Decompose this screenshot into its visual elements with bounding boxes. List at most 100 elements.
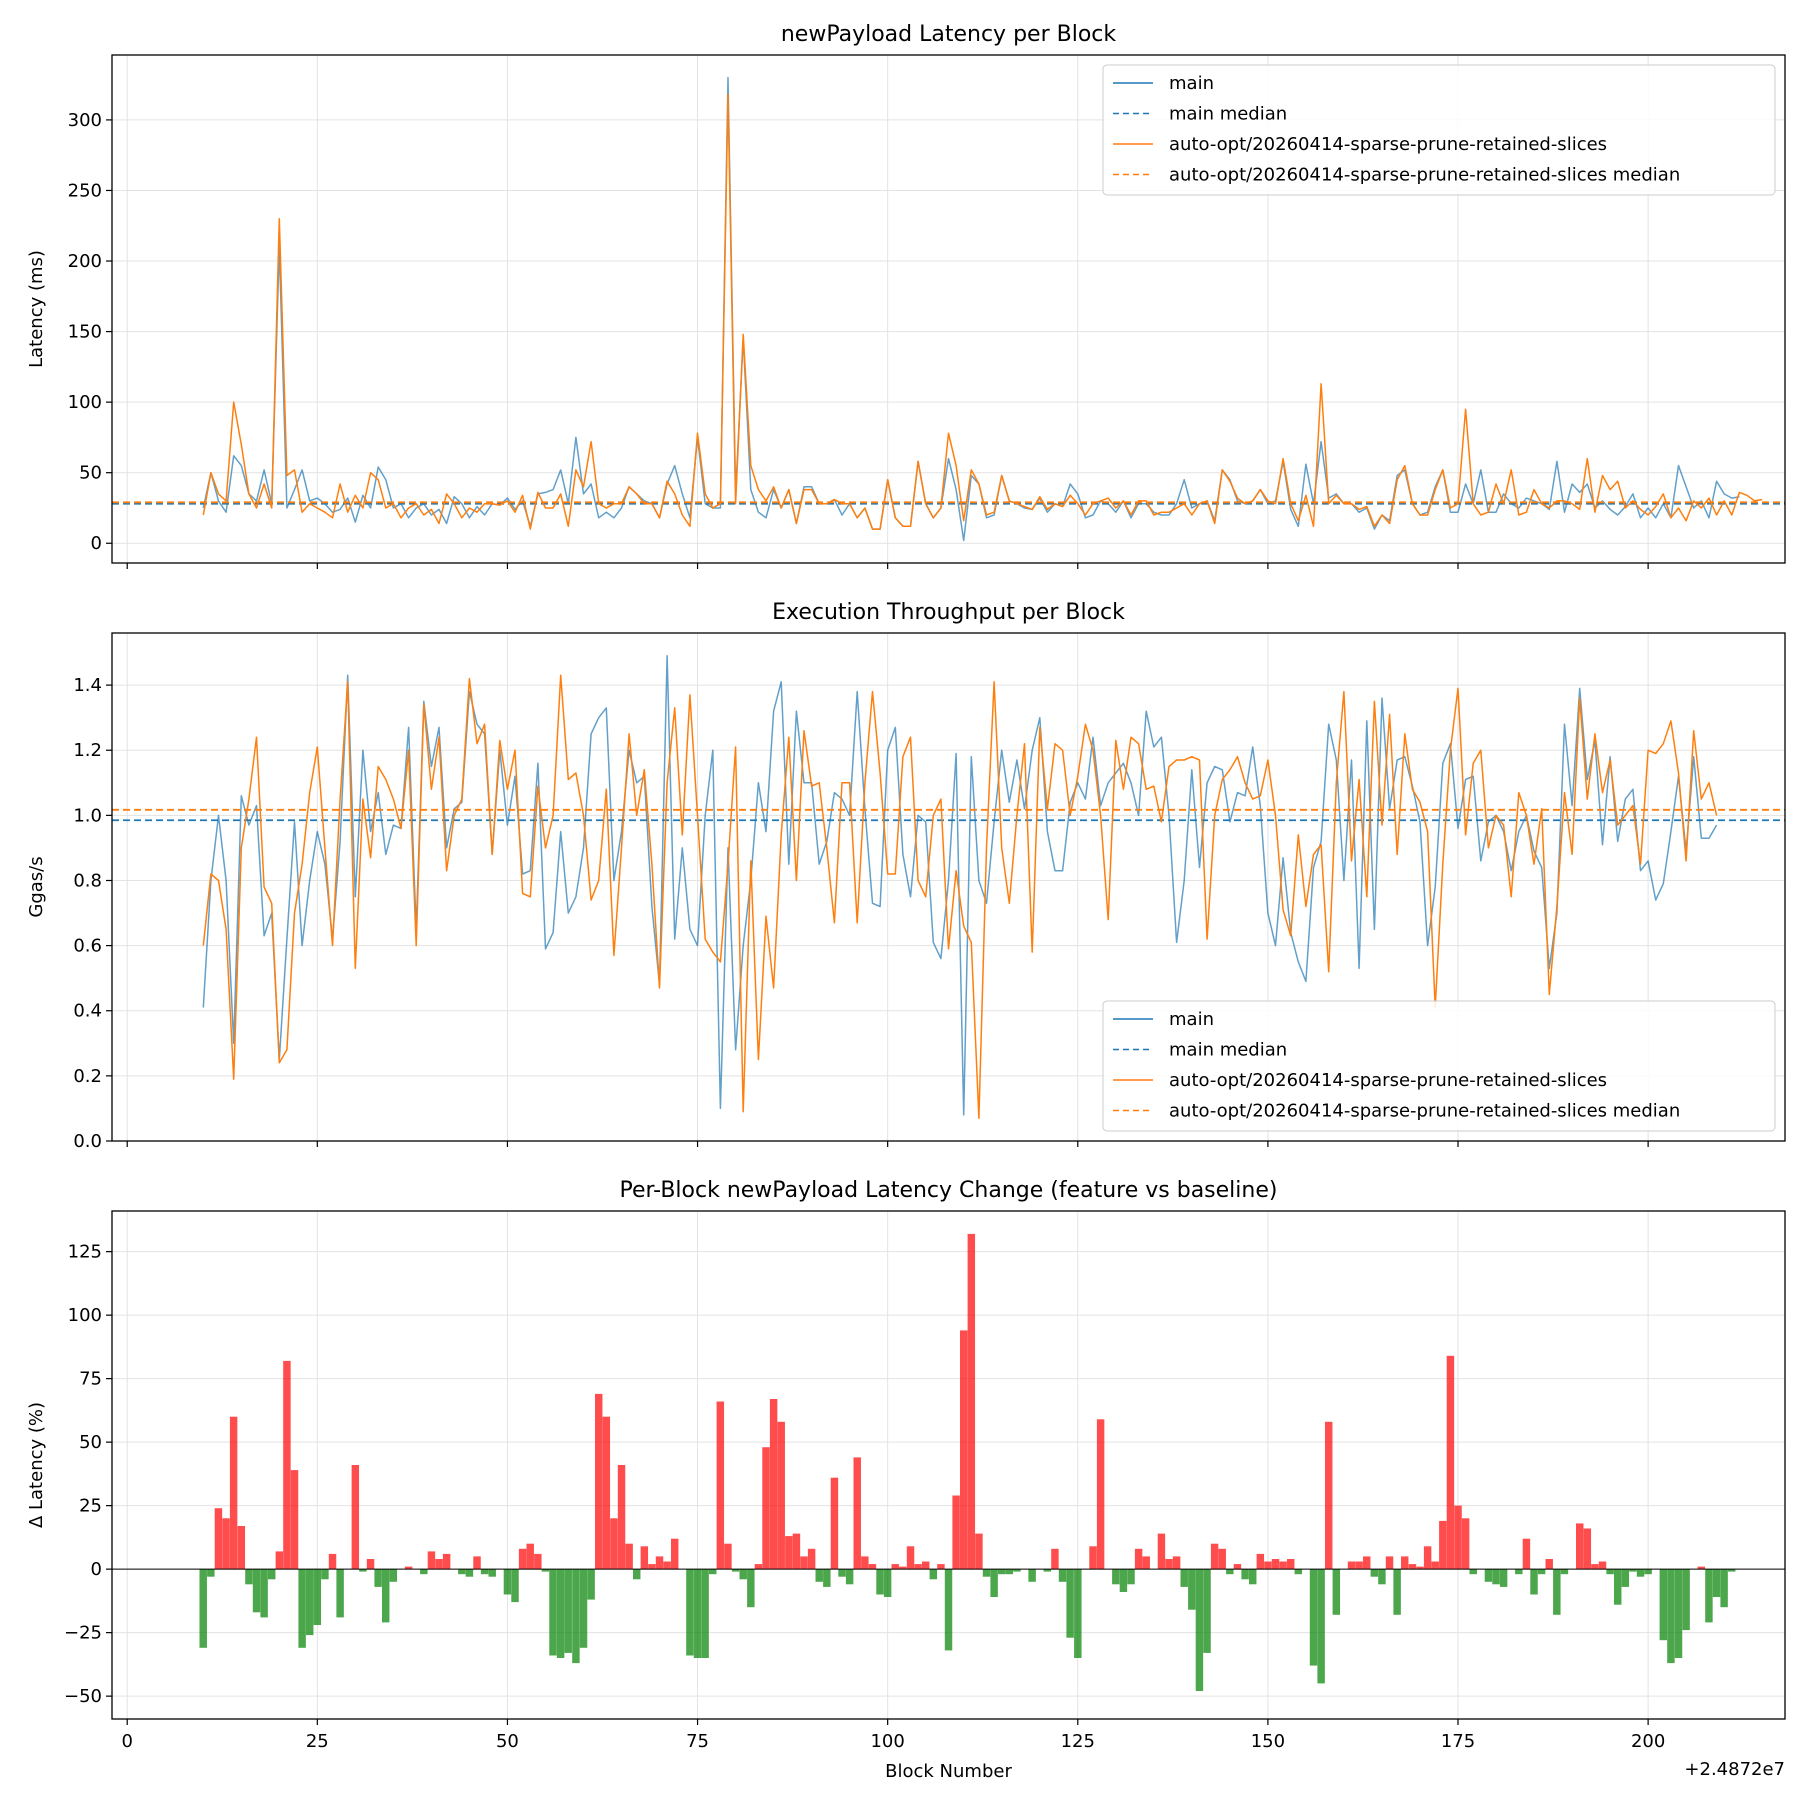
bar — [321, 1569, 328, 1579]
legend-label: main — [1169, 73, 1214, 94]
y-tick-label: 0.0 — [73, 1131, 102, 1152]
bar — [975, 1534, 982, 1570]
bar — [1705, 1569, 1712, 1622]
bar — [648, 1564, 655, 1569]
y-tick-label: 0.2 — [73, 1066, 102, 1087]
bar — [884, 1569, 891, 1597]
bar — [1424, 1546, 1431, 1569]
bar — [527, 1544, 534, 1569]
bar — [595, 1394, 602, 1569]
bar — [1325, 1422, 1332, 1569]
bar — [572, 1569, 579, 1663]
bar — [1538, 1569, 1545, 1574]
bar — [747, 1569, 754, 1607]
bar — [717, 1402, 724, 1570]
bar — [800, 1556, 807, 1569]
bar — [762, 1447, 769, 1569]
bar — [306, 1569, 313, 1635]
bar — [549, 1569, 556, 1655]
bar — [1492, 1569, 1499, 1584]
bar — [960, 1330, 967, 1569]
bar — [1006, 1569, 1013, 1574]
y-tick-label: 150 — [68, 322, 102, 343]
bar — [1470, 1569, 1477, 1574]
bar — [1257, 1554, 1264, 1569]
bar — [1409, 1564, 1416, 1569]
bar — [458, 1569, 465, 1574]
bar — [1553, 1569, 1560, 1615]
y-tick-label: 0.4 — [73, 1001, 102, 1022]
y-tick-label: 1.0 — [73, 805, 102, 826]
y-tick-label: 200 — [68, 251, 102, 272]
bar — [580, 1569, 587, 1648]
bar — [1234, 1564, 1241, 1569]
y-tick-label: 1.2 — [73, 740, 102, 761]
bar — [1523, 1539, 1530, 1570]
y-tick-label: −50 — [64, 1686, 102, 1707]
bar — [937, 1564, 944, 1569]
bar — [1066, 1569, 1073, 1638]
bar — [1439, 1521, 1446, 1569]
bar — [945, 1569, 952, 1650]
bar — [816, 1569, 823, 1582]
x-axis-label: Block Number — [885, 1761, 1012, 1782]
bar — [1219, 1549, 1226, 1569]
bar — [1059, 1569, 1066, 1582]
bar — [869, 1564, 876, 1569]
bar — [1272, 1559, 1279, 1569]
bar — [1660, 1569, 1667, 1640]
bar — [785, 1536, 792, 1569]
bar — [268, 1569, 275, 1579]
bar — [1089, 1546, 1096, 1569]
bar — [1720, 1569, 1727, 1607]
bar — [1401, 1556, 1408, 1569]
bar — [1530, 1569, 1537, 1594]
bar — [618, 1465, 625, 1569]
y-tick-label: 0 — [91, 1559, 102, 1580]
y-axis-label: Latency (ms) — [26, 250, 47, 368]
bar — [481, 1569, 488, 1574]
bar — [633, 1569, 640, 1579]
bar — [1675, 1569, 1682, 1658]
bar — [1135, 1549, 1142, 1569]
x-axis-offset: +2.4872e7 — [1684, 1759, 1785, 1780]
bar — [238, 1526, 245, 1569]
x-tick-label: 100 — [870, 1731, 904, 1752]
bar — [1097, 1419, 1104, 1569]
y-tick-label: 0.8 — [73, 870, 102, 891]
y-tick-label: 300 — [68, 110, 102, 131]
bar — [1241, 1569, 1248, 1579]
y-tick-label: 100 — [68, 392, 102, 413]
bar — [1447, 1356, 1454, 1569]
bar — [1363, 1556, 1370, 1569]
chart-title: Per-Block newPayload Latency Change (fea… — [620, 1178, 1278, 1203]
bar — [914, 1564, 921, 1569]
bar — [1249, 1569, 1256, 1584]
bar — [1637, 1569, 1644, 1577]
bar — [686, 1569, 693, 1655]
y-tick-label: 250 — [68, 180, 102, 201]
bar — [1188, 1569, 1195, 1610]
bar — [968, 1234, 975, 1569]
bar — [1127, 1569, 1134, 1584]
bar — [215, 1508, 222, 1569]
y-tick-label: 75 — [79, 1369, 102, 1390]
bar — [1158, 1534, 1165, 1570]
bar — [823, 1569, 830, 1587]
bar — [443, 1554, 450, 1569]
x-tick-label: 0 — [121, 1731, 132, 1752]
bar — [1378, 1569, 1385, 1584]
bar — [808, 1549, 815, 1569]
bar — [1591, 1564, 1598, 1569]
bar — [1667, 1569, 1674, 1663]
bar — [1028, 1569, 1035, 1582]
bar — [1462, 1518, 1469, 1569]
y-axis-label: Ggas/s — [26, 856, 47, 917]
bar — [1203, 1569, 1210, 1653]
bar — [724, 1544, 731, 1569]
x-tick-label: 50 — [496, 1731, 519, 1752]
